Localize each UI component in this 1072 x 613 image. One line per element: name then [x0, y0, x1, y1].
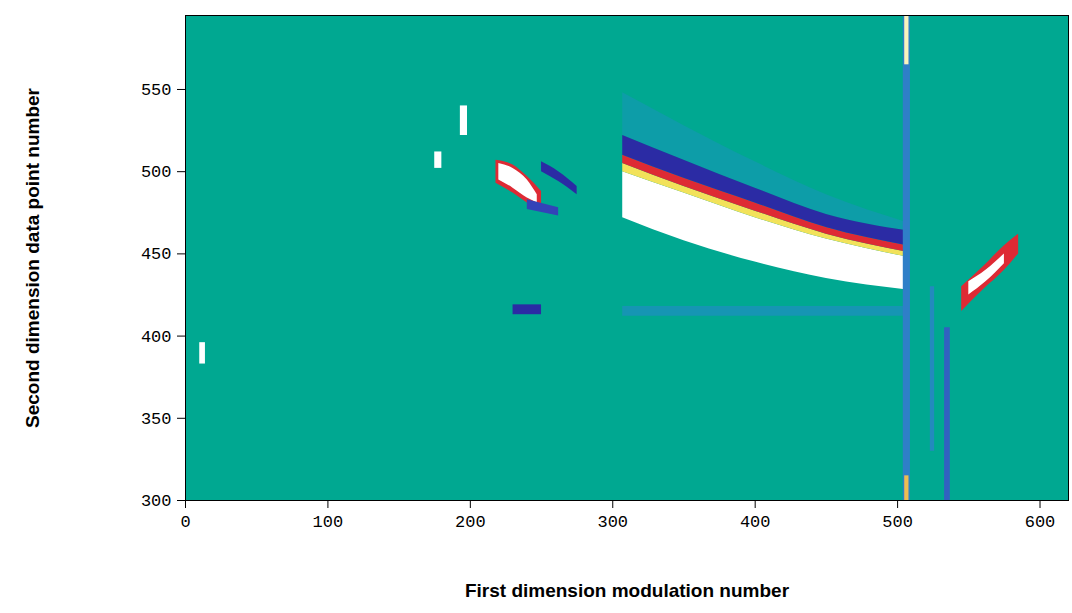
- svg-text:350: 350: [141, 410, 172, 429]
- svg-text:300: 300: [597, 513, 628, 532]
- svg-text:500: 500: [882, 513, 913, 532]
- svg-text:First dimension modulation num: First dimension modulation number: [465, 580, 790, 601]
- svg-text:300: 300: [141, 492, 172, 511]
- svg-text:400: 400: [141, 328, 172, 347]
- svg-text:450: 450: [141, 245, 172, 264]
- svg-text:200: 200: [455, 513, 486, 532]
- svg-text:0: 0: [180, 513, 190, 532]
- svg-text:Second dimension data point nu: Second dimension data point number: [22, 87, 43, 428]
- svg-text:100: 100: [313, 513, 344, 532]
- svg-text:500: 500: [141, 163, 172, 182]
- svg-text:400: 400: [740, 513, 771, 532]
- svg-text:550: 550: [141, 81, 172, 100]
- svg-text:600: 600: [1025, 513, 1056, 532]
